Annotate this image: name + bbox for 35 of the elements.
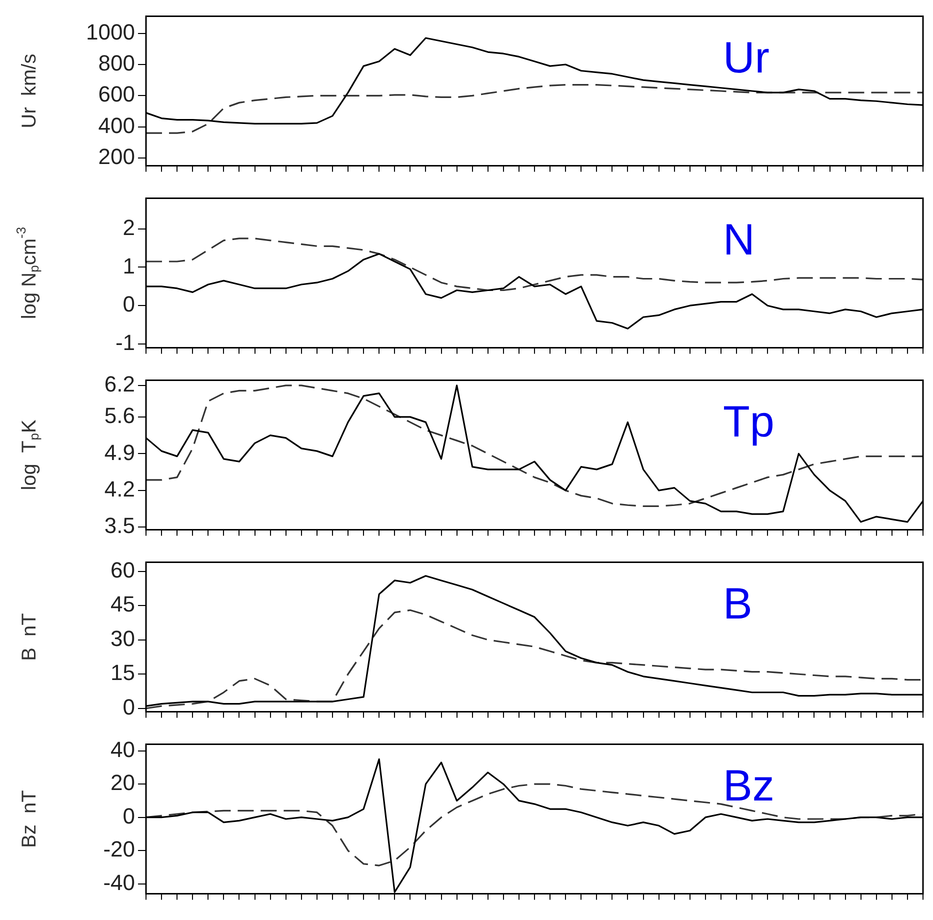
annotation: Ur <box>723 33 770 82</box>
y-tick-label: 200 <box>98 144 135 170</box>
y-axis-title: log TpK <box>18 419 42 490</box>
y-tick-label: 15 <box>110 660 135 686</box>
y-tick-label: 45 <box>110 592 135 617</box>
y-tick-label: 800 <box>98 50 135 76</box>
y-tick-label: 20 <box>110 770 135 796</box>
annotation: Tp <box>723 397 774 446</box>
annotation: Bz <box>723 761 774 810</box>
line-series <box>145 84 924 134</box>
y-tick-label: 6.2 <box>104 372 135 397</box>
y-axis-title: Bz nT <box>18 790 41 848</box>
y-tick-label: -20 <box>103 836 135 862</box>
annotation: B <box>723 579 752 628</box>
annotation: N <box>723 215 755 264</box>
y-tick-label: 0 <box>122 292 135 317</box>
y-tick-label: 0 <box>122 694 135 720</box>
y-tick-label: -1 <box>115 330 135 356</box>
y-axis-title: B nT <box>18 613 41 661</box>
y-tick-label: 3.5 <box>104 513 135 538</box>
y-tick-label: 5.6 <box>104 403 135 428</box>
y-axis-title: log Npcm-3 <box>14 226 42 320</box>
y-tick-label: 40 <box>110 736 135 762</box>
y-axis-title: Ur km/s <box>18 54 41 128</box>
y-tick-label: 2 <box>122 214 135 240</box>
y-tick-label: 30 <box>110 626 135 651</box>
y-tick-label: -40 <box>103 870 135 895</box>
y-tick-label: 1000 <box>86 19 135 44</box>
y-tick-label: 400 <box>98 112 135 138</box>
y-tick-label: 60 <box>110 557 135 582</box>
y-tick-label: 600 <box>98 82 135 107</box>
y-tick-label: 4.2 <box>104 476 135 502</box>
y-tick-label: 1 <box>122 253 135 278</box>
y-tick-label: 4.9 <box>104 440 135 465</box>
y-tick-label: 0 <box>122 803 135 828</box>
